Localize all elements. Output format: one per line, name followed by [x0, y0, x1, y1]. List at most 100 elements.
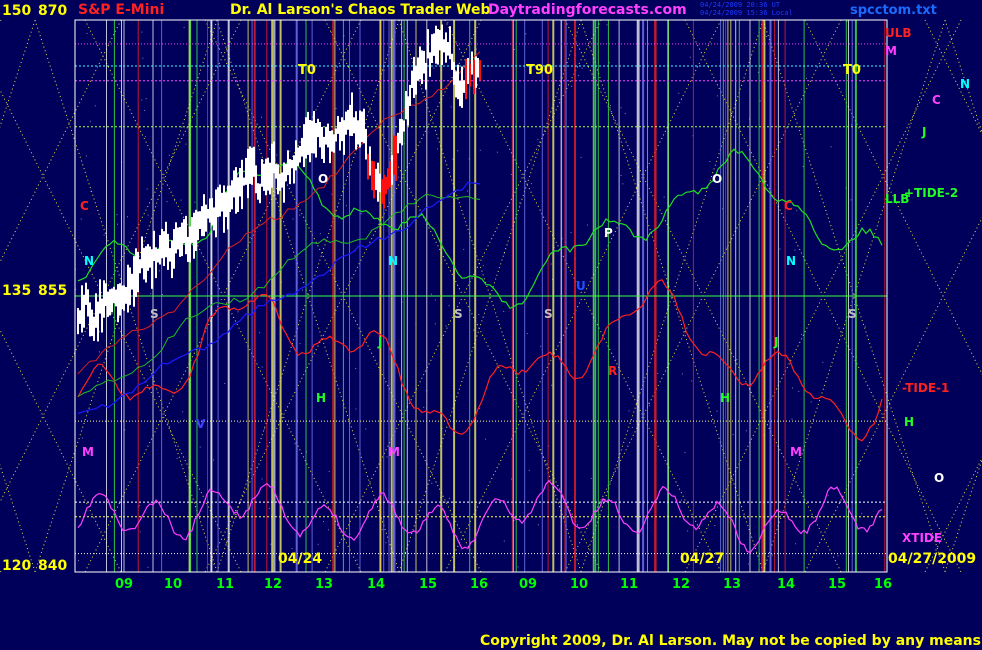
star-dot — [445, 325, 447, 327]
star-dot — [144, 136, 146, 138]
right-label: N — [960, 77, 970, 91]
star-dot — [213, 459, 215, 461]
star-dot — [558, 99, 560, 101]
star-dot — [291, 548, 293, 549]
star-dot — [684, 451, 686, 453]
star-dot — [146, 188, 148, 190]
star-dot — [178, 422, 180, 424]
right-label: O — [934, 471, 944, 485]
star-dot — [530, 183, 532, 185]
star-dot — [269, 418, 271, 420]
time-marker: T0 — [298, 63, 316, 78]
star-dot — [540, 345, 542, 347]
star-dot — [147, 566, 149, 568]
star-dot — [194, 201, 196, 203]
right-label: H — [904, 415, 914, 429]
star-dot — [587, 224, 588, 226]
star-dot — [589, 238, 591, 240]
star-dot — [264, 428, 266, 430]
diamond-line — [944, 458, 982, 573]
date-label-3: 04/27/2009 — [888, 551, 976, 567]
star-dot — [335, 107, 337, 109]
star-dot — [226, 187, 228, 189]
star-dot — [537, 524, 539, 526]
star-dot — [503, 311, 505, 312]
star-dot — [434, 299, 436, 301]
star-dot — [299, 214, 301, 216]
star-dot — [457, 150, 459, 152]
star-dot — [317, 543, 319, 545]
star-dot — [183, 419, 185, 421]
star-dot — [276, 154, 278, 156]
star-dot — [294, 443, 296, 445]
star-dot — [802, 166, 804, 167]
star-dot — [355, 408, 357, 410]
star-dot — [608, 62, 610, 64]
star-dot — [356, 559, 358, 561]
star-dot — [827, 494, 829, 496]
star-dot — [709, 161, 711, 162]
y-tick-bottom-right: 840 — [38, 558, 67, 574]
star-dot — [611, 500, 613, 501]
star-dot — [722, 208, 724, 210]
diamond-line — [804, 216, 982, 573]
star-dot — [249, 237, 251, 239]
star-dot — [141, 99, 143, 101]
star-dot — [779, 248, 781, 250]
star-dot — [861, 513, 863, 515]
hour-tick-label: 13 — [315, 577, 333, 592]
star-dot — [622, 183, 624, 185]
diamond-line — [216, 19, 400, 573]
star-dot — [482, 265, 484, 267]
hour-tick-label: 14 — [367, 577, 385, 592]
price-bars — [77, 24, 481, 342]
star-dot — [185, 143, 187, 145]
diamond-line — [34, 19, 218, 573]
planet-marker: H — [316, 391, 326, 405]
star-dot — [687, 530, 689, 532]
star-dot — [323, 521, 324, 522]
planet-marker: R — [608, 364, 617, 378]
hour-tick-label: 12 — [672, 577, 690, 592]
planet-marker: S — [544, 307, 553, 321]
star-dot — [822, 361, 824, 363]
hour-tick-label: 11 — [620, 577, 638, 592]
chart-labels: 09 10 11 12 13 14 15 16 09 10 11 12 13 14 15 16 C N M S V H O N… — [80, 26, 970, 592]
star-dot — [759, 100, 761, 102]
star-dot — [174, 199, 176, 201]
star-dot — [434, 323, 436, 325]
star-dot — [528, 469, 530, 471]
right-label: +TIDE-2 — [904, 186, 958, 200]
planet-marker: O — [712, 172, 722, 186]
hour-tick-label: 11 — [216, 577, 234, 592]
star-dot — [270, 543, 272, 545]
star-dot — [447, 553, 449, 555]
timestamp-local: 04/24/2009 15:36 Local — [700, 9, 793, 17]
diamond-line — [0, 463, 36, 573]
star-dot — [525, 33, 527, 35]
star-dot — [846, 21, 848, 22]
planet-marker: U — [576, 279, 586, 293]
star-dot — [476, 48, 478, 50]
star-dot — [99, 351, 100, 353]
star-dot — [261, 366, 263, 368]
star-dot — [519, 202, 521, 204]
hour-tick-label: 14 — [777, 577, 795, 592]
planet-marker: S — [454, 307, 463, 321]
star-dot — [648, 402, 650, 404]
planet-marker: N — [388, 254, 398, 268]
star-dot — [86, 32, 88, 34]
star-dot — [141, 31, 143, 33]
star-dot — [127, 216, 128, 218]
star-dot — [745, 430, 747, 432]
star-dot — [180, 199, 182, 201]
star-dot — [328, 529, 329, 531]
star-dot — [798, 390, 800, 392]
y-tick-bottom-left: 120 — [2, 558, 31, 574]
star-dot — [604, 236, 606, 238]
star-dot — [238, 421, 240, 423]
star-dot — [423, 406, 425, 408]
tide-curves — [77, 51, 883, 554]
star-dot — [620, 107, 622, 109]
